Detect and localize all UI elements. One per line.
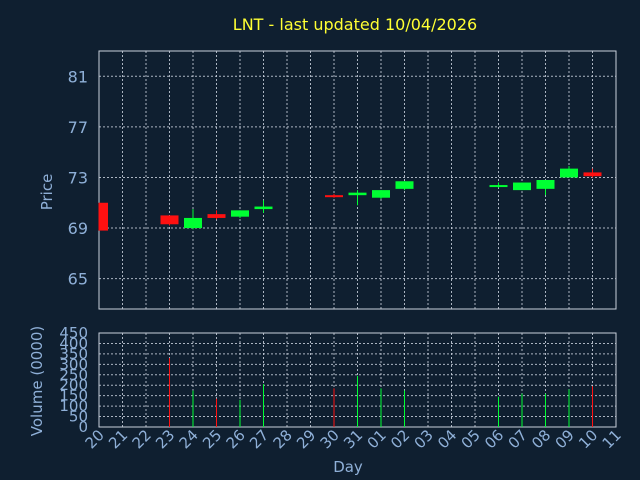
- candle-body: [489, 185, 508, 188]
- candle-body: [325, 195, 343, 198]
- candle-body: [207, 214, 226, 218]
- candle-body: [513, 182, 531, 191]
- price-panel: 65 69 73 77 81: [68, 50, 617, 310]
- candle-body: [348, 192, 367, 196]
- candle-body: [536, 180, 555, 189]
- price-tick-label: 81: [68, 67, 88, 86]
- x-axis-label: Day: [333, 458, 363, 476]
- volume-tick-label: 100: [59, 397, 88, 415]
- candles: [98, 166, 602, 231]
- volume-tick-label: 0: [78, 418, 88, 436]
- volume-tick-label: 250: [59, 366, 88, 384]
- candle-body: [395, 181, 414, 189]
- volume-tick-label: 450: [59, 324, 88, 342]
- volume-tick-label: 300: [59, 355, 88, 373]
- volume-tick-label: 400: [59, 334, 88, 352]
- candle-body: [184, 217, 202, 229]
- volume-bars: [169, 358, 593, 427]
- price-tick-label: 73: [68, 168, 88, 187]
- candle-body: [99, 202, 108, 231]
- candle-body: [372, 190, 390, 198]
- candle-body: [254, 206, 273, 210]
- price-tick-label: 77: [68, 118, 88, 137]
- x-tick-labels: 2021222324252627282930310102030405060708…: [82, 426, 625, 452]
- price-tick-labels: 65 69 73 77 81: [68, 67, 88, 288]
- price-grid: [99, 51, 616, 309]
- volume-axis-label: Volume (0000): [28, 326, 46, 436]
- price-tick-label: 65: [68, 270, 88, 289]
- candle-body: [583, 172, 602, 177]
- volume-tick-label: 350: [59, 345, 88, 363]
- volume-tick-label: 50: [69, 408, 88, 426]
- candle-body: [160, 215, 179, 225]
- candle-body: [560, 168, 578, 178]
- chart-title: LNT - last updated 10/04/2026: [233, 15, 477, 34]
- volume-tick-label: 150: [59, 387, 88, 405]
- price-tick-label: 69: [68, 219, 88, 238]
- candle-body: [231, 210, 249, 217]
- price-axis-label: Price: [38, 174, 56, 211]
- volume-tick-label: 200: [59, 376, 88, 394]
